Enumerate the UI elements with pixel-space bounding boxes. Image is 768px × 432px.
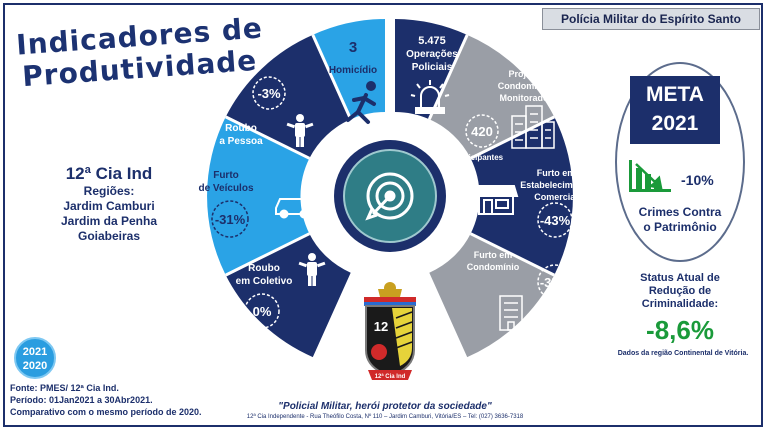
segment-furto-condominio [429, 233, 555, 358]
year-current: 2021 [22, 346, 48, 358]
meta-target: -10% [681, 172, 714, 188]
operacoes-label1: Operações [406, 49, 458, 60]
footer-motto: "Policial Militar, herói protetor da soc… [278, 401, 492, 412]
status-label: Status Atual de Redução de Criminalidade… [610, 272, 750, 311]
meta-year: 2021 [651, 112, 699, 135]
furto-comercial-label3: Comercial [534, 192, 578, 202]
furto-comercial-label2: Estabelecimento [520, 180, 592, 190]
building-icon [499, 295, 523, 331]
segment-operacoes [395, 19, 468, 120]
status-value: -8,6% [646, 315, 714, 345]
roubo-coletivo-value: 0% [253, 304, 272, 319]
source-line3: Comparativo com o mesmo período de 2020. [10, 407, 202, 417]
condominio-monitorado-label2: Condomínio [498, 81, 551, 91]
furto-condominio-label1: Furto em [474, 250, 513, 260]
running-person-icon [346, 81, 376, 124]
meta-box: META 2021 [630, 76, 720, 144]
meta-label: META [646, 83, 704, 106]
decreasing-chart-icon [629, 160, 671, 192]
roubo-pessoa-label2: a Pessoa [219, 136, 263, 147]
furto-comercial-label1: Furto em [537, 168, 576, 178]
footer-address: 12ª Cia Independente - Rua Theófilo Cost… [246, 414, 524, 420]
organization-banner: Polícia Militar do Espírito Santo [542, 8, 760, 30]
unit-panel: 12ª Cia Ind Regiões: Jardim Camburi Jard… [34, 164, 184, 244]
condominio-monitorado-label1: Projeto [508, 69, 540, 79]
storefront-icon [473, 185, 519, 215]
badge-ring [465, 114, 499, 148]
region-item: Jardim Camburi [63, 199, 155, 213]
furto-comercial-value: -43% [540, 213, 571, 228]
buildings-icon [511, 105, 555, 149]
source-note: Fonte: PMES/ 12ª Cia Ind. Período: 01Jan… [10, 382, 202, 418]
furto-veiculos-label1: Furto [213, 170, 239, 181]
meta-oval [615, 62, 745, 262]
region-item: Goiabeiras [77, 229, 141, 243]
crest-caption: 12ª Cia Ind [375, 373, 406, 380]
segment-roubo-pessoa [225, 34, 351, 159]
roubo-coletivo-label2: em Coletivo [236, 276, 293, 287]
source-line1: Fonte: PMES/ 12ª Cia Ind. [10, 383, 119, 393]
roubo-coletivo-label1: Roubo [248, 263, 280, 274]
status-line2: Redução de [648, 285, 712, 297]
meta-target-description: Crimes Contra o Patrimônio [620, 205, 740, 235]
badge-ring [252, 76, 286, 110]
condominio-monitorado-label3: Monitorado [500, 93, 549, 103]
year-previous: 2020 [22, 360, 48, 372]
car-icon [275, 198, 313, 219]
region-item: Jardim da Penha [60, 214, 158, 228]
segment-condominio-monitorado [429, 34, 555, 159]
segment-furto-veiculos [207, 116, 310, 276]
badge-ring [244, 293, 280, 329]
status-line3: Criminalidade: [641, 298, 719, 310]
condominio-monitorado-sub: Participantes [453, 153, 504, 162]
condominio-monitorado-value: 420 [471, 124, 493, 139]
meta-target-line2: o Patrimônio [643, 220, 717, 234]
roubo-pessoa-value: -3% [257, 86, 281, 101]
furto-veiculos-label2: de Veículos [198, 183, 253, 194]
furto-condominio-value: -35% [540, 275, 571, 290]
years-badge: 2021 2020 [14, 337, 56, 379]
status-line1: Status Atual de [640, 272, 720, 284]
furto-veiculos-value: -31% [215, 212, 246, 227]
source-line2: Período: 01Jan2021 a 30Abr2021. [10, 395, 153, 405]
siren-icon [410, 80, 450, 114]
page-frame [3, 3, 763, 427]
status-note: Dados da região Continental de Vitória. [617, 350, 749, 357]
homicidio-value: 3 [349, 39, 357, 56]
meta-target-line1: Crimes Contra [638, 205, 722, 219]
regions-label: Regiões: [83, 184, 135, 198]
crest-number: 12 [374, 319, 388, 334]
segment-furto-comercial [470, 116, 573, 276]
badge-ring [211, 200, 249, 238]
target-icon [365, 172, 414, 221]
unit-name: 12ª Cia Ind [65, 164, 153, 183]
operacoes-value: 5.475 [418, 35, 446, 47]
operacoes-label2: Policiais [412, 62, 453, 73]
badge-ring [537, 264, 573, 300]
badge-ring [537, 202, 573, 238]
furto-condominio-label2: Condomínio [467, 262, 520, 272]
homicidio-label: Homicídio [329, 65, 377, 76]
person-icon [298, 253, 326, 286]
roubo-pessoa-label1: Roubo [225, 123, 257, 134]
person-icon [286, 114, 314, 147]
unit-crest: 12 12ª Cia Ind [364, 282, 416, 380]
